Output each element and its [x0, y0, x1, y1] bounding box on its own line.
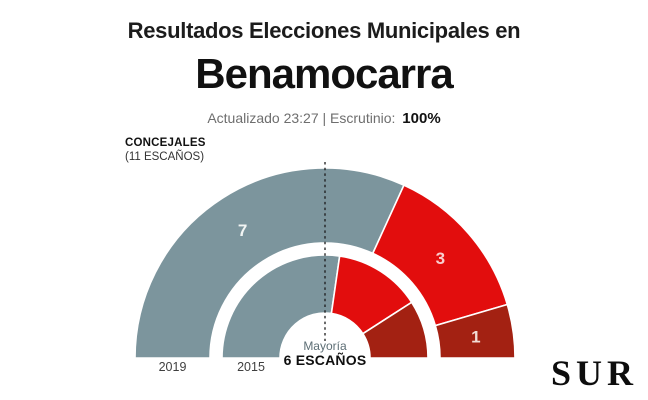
seat-segment-2015 — [221, 254, 341, 359]
seat-count-label: 1 — [471, 327, 480, 346]
page-title-prefix: Resultados Elecciones Municipales en — [127, 18, 521, 43]
seat-count-label: 7 — [238, 221, 247, 240]
updated-label: Actualizado 23:27 | Escrutinio: — [207, 110, 396, 126]
ring-year-label: 2019 — [159, 360, 187, 374]
seat-segment-2019 — [134, 167, 405, 359]
total-seats-label: (11 ESCAÑOS) — [125, 150, 205, 163]
scrutiny-value: 100% — [402, 110, 441, 127]
majority-value: 6 ESCAÑOS — [283, 351, 367, 368]
ring-year-label: 2015 — [237, 360, 265, 374]
majority-annotation: Mayoría 6 ESCAÑOS — [245, 340, 405, 367]
councillors-label: CONCEJALES — [125, 137, 206, 149]
seat-segment-2019 — [434, 303, 516, 359]
seat-segment-2015 — [361, 301, 429, 359]
update-scrutiny-status: Actualizado 23:27 | Escrutinio: 100% — [0, 110, 648, 127]
seat-count-label: 3 — [436, 249, 445, 268]
majority-word: Mayoría — [303, 339, 347, 353]
sur-newspaper-logo: SUR — [550, 353, 638, 393]
municipality-title: Benamocarra — [195, 50, 453, 97]
chart-axis-label: CONCEJALES (11 ESCAÑOS) — [125, 137, 206, 165]
